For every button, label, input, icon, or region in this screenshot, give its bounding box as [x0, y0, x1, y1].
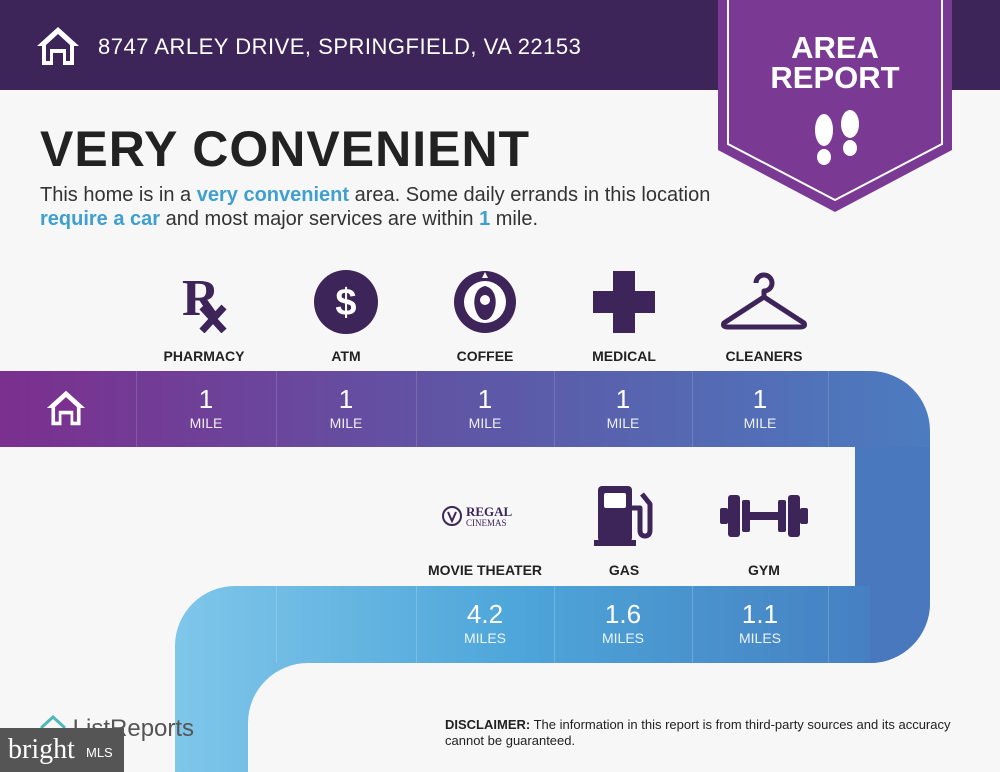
home-icon	[34, 24, 82, 73]
page-headline: VERY CONVENIENT	[40, 121, 531, 177]
amenity-label: GYM	[748, 562, 780, 578]
distance-pharmacy: 1 MILE	[189, 384, 223, 431]
amenity-gas: GAS	[554, 476, 694, 578]
amenity-label: MEDICAL	[592, 348, 656, 364]
distance-gym: 1.1 MILES	[738, 599, 781, 646]
amenity-label: ATM	[331, 348, 361, 364]
svg-text:$: $	[335, 282, 356, 324]
gas-pump-icon	[554, 476, 694, 556]
distance-cleaners: 1 MILE	[743, 384, 777, 431]
rx-icon: R	[134, 262, 274, 342]
amenity-label: MOVIE THEATER	[427, 562, 543, 578]
amenity-coffee: COFFEE	[415, 262, 555, 364]
amenity-label: GAS	[608, 562, 640, 578]
cinemas-logo-text: CINEMAS	[466, 518, 507, 528]
badge-line2: REPORT	[770, 60, 900, 95]
distance-gas: 1.6 MILES	[601, 599, 644, 646]
dollar-icon: $	[276, 262, 416, 342]
amenity-atm: $ ATM	[276, 262, 416, 364]
property-address: 8747 ARLEY DRIVE, SPRINGFIELD, VA 22153	[98, 34, 582, 59]
distance-atm: 1 MILE	[329, 384, 363, 431]
distance-movie-theater: 4.2 MILES	[463, 599, 506, 646]
starbucks-logo	[415, 262, 555, 342]
amenity-gym: GYM	[694, 476, 834, 578]
regal-logo-text: REGAL	[466, 504, 513, 519]
medical-cross-icon	[554, 262, 694, 342]
distance-coffee: 1 MILE	[468, 384, 502, 431]
intro-text: This home is in a very convenient area. …	[40, 184, 711, 230]
hanger-icon	[694, 262, 834, 342]
regal-cinemas-logo: REGAL CINEMAS	[415, 476, 555, 556]
amenity-label: PHARMACY	[163, 348, 245, 364]
dumbbell-icon	[694, 476, 834, 556]
area-report-badge: AREA REPORT	[718, 0, 952, 212]
amenity-cleaners: CLEANERS	[694, 262, 834, 364]
home-start-icon	[44, 388, 88, 433]
amenity-movie-theater: REGAL CINEMAS MOVIE THEATER	[415, 476, 555, 578]
amenity-label: CLEANERS	[725, 348, 803, 364]
badge-line1: AREA	[791, 30, 879, 65]
disclaimer: DISCLAIMER: The information in this repo…	[445, 717, 951, 748]
distance-medical: 1 MILE	[606, 384, 640, 431]
amenity-pharmacy: R PHARMACY	[134, 262, 274, 364]
bright-mls-watermark: bright MLS	[0, 728, 124, 772]
amenity-medical: MEDICAL	[554, 262, 694, 364]
amenity-label: COFFEE	[456, 348, 514, 364]
